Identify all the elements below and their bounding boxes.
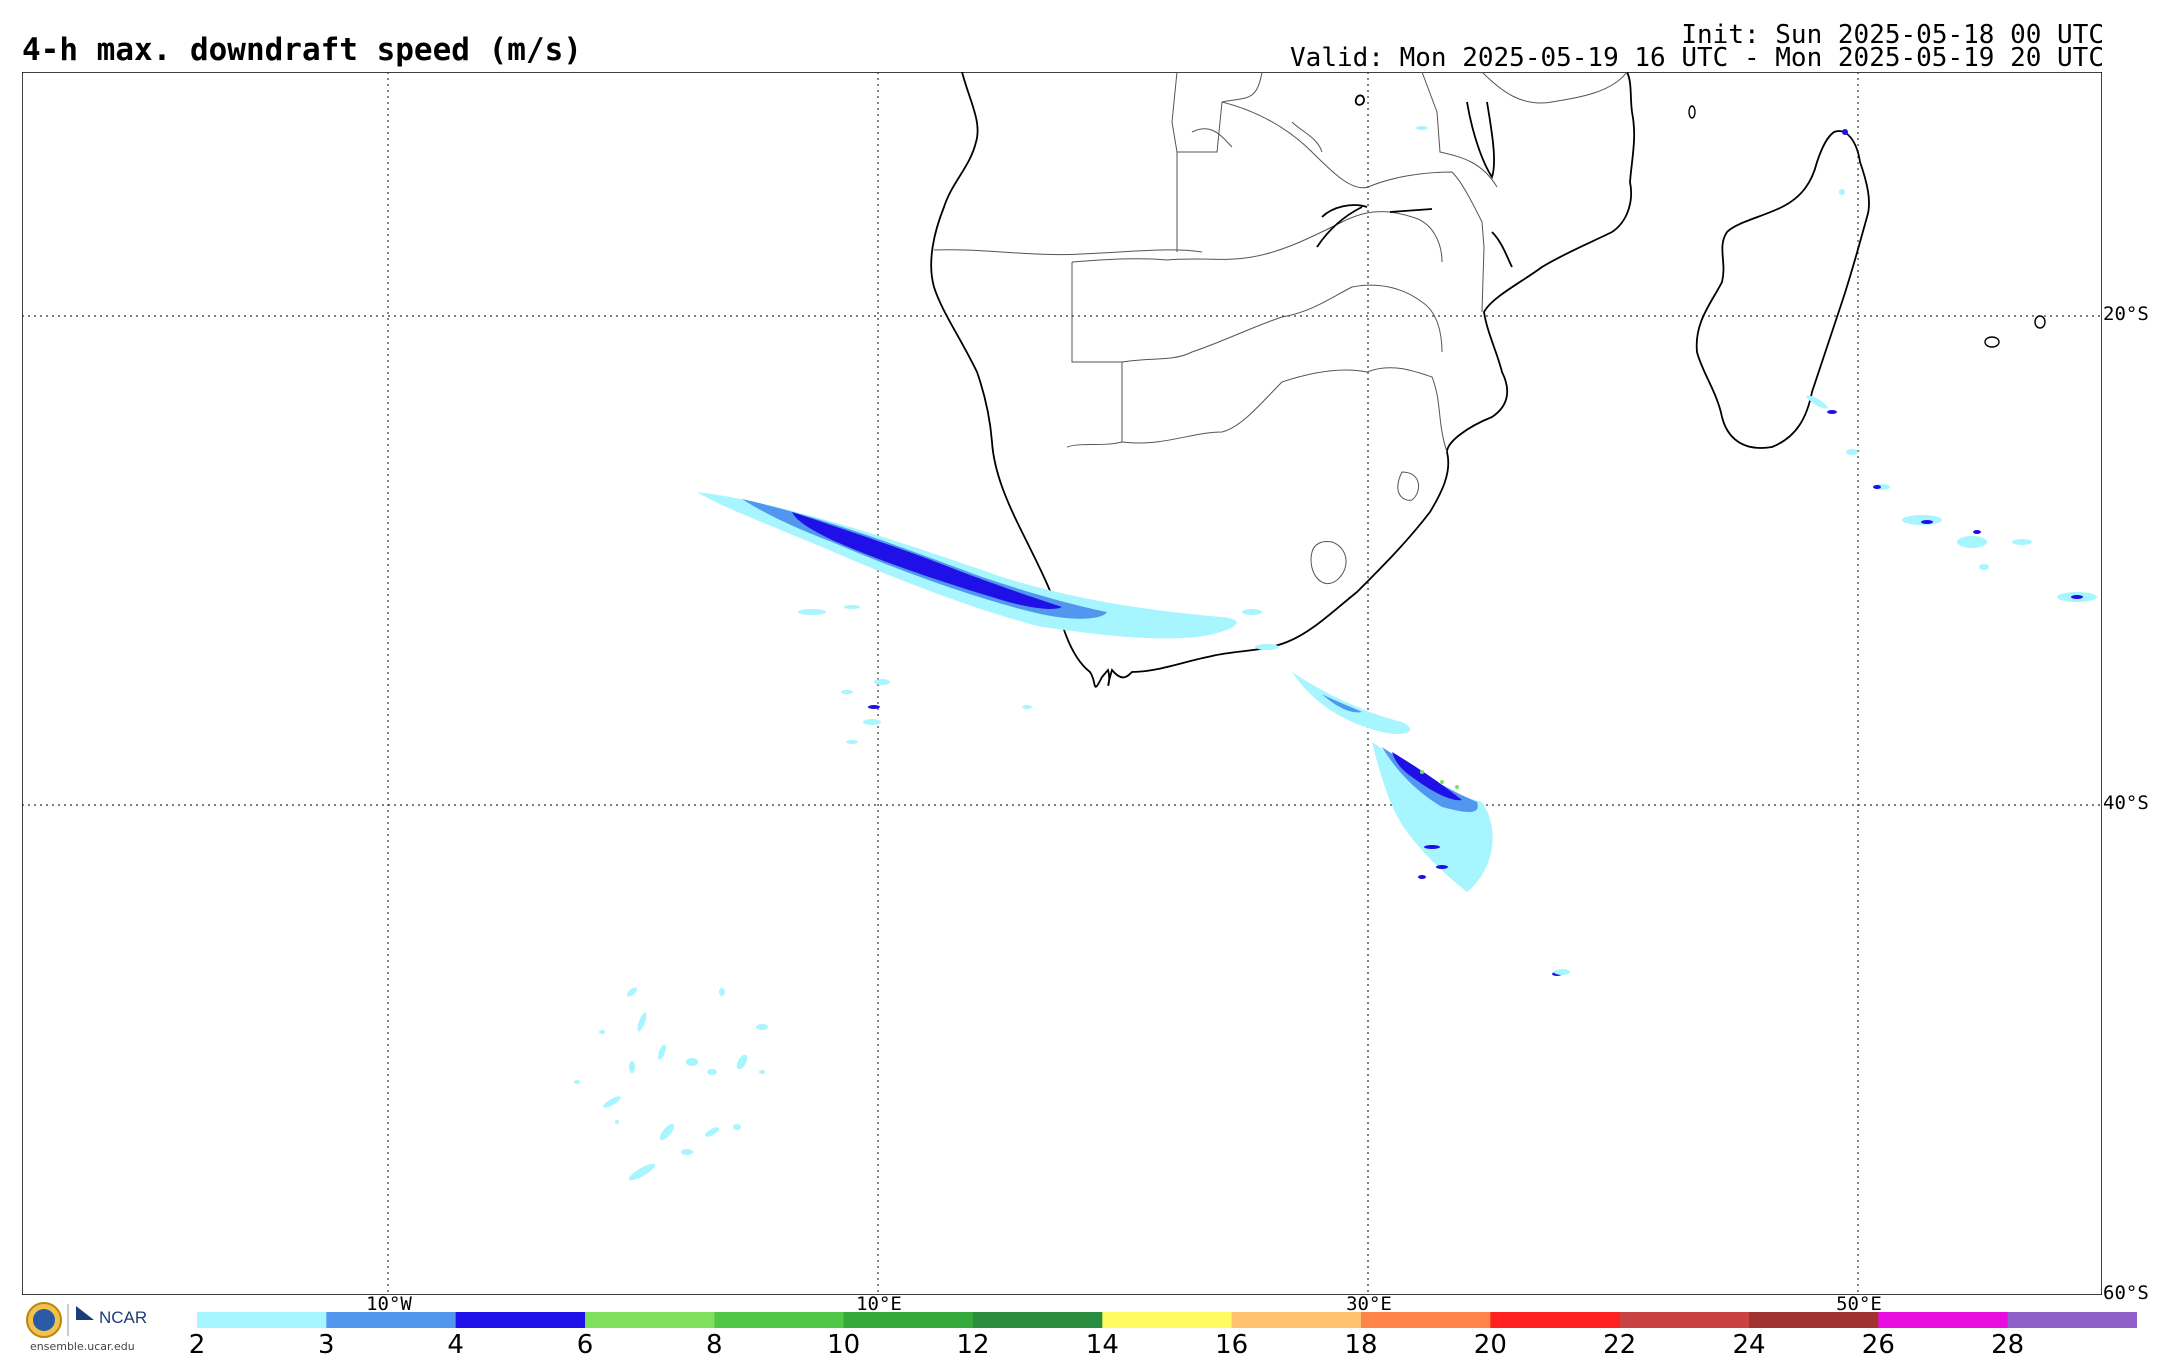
downdraft-band-southeast [1292,672,1570,976]
colorbar-swatch [1878,1312,2009,1328]
lon-label-50e: 50°E [1836,1293,1882,1315]
colorbar-swatch [973,1312,1103,1328]
map-panel[interactable] [22,72,2102,1295]
colorbar-tick-label: 2 [188,1330,206,1360]
colorbar-tick-label: 24 [1732,1330,1766,1360]
colorbar-swatch [1102,1312,1233,1328]
country-borders [933,72,1628,585]
map-title: 4-h max. downdraft speed (m/s) [22,32,582,68]
colorbar-tick-label: 10 [827,1330,861,1360]
colorbar-swatch [585,1312,715,1328]
lon-label-10e: 10°E [856,1293,902,1315]
madagascar [1695,130,1870,449]
downdraft-plume-main [697,492,1279,744]
colorbar-swatch [1749,1312,1879,1328]
valid-time: Valid: Mon 2025-05-19 16 UTC - Mon 2025-… [1290,43,2104,73]
colorbar-tick-label: 20 [1473,1330,1507,1360]
init-time: Init: Sun 2025-05-18 00 UTC [1681,20,2104,50]
colorbar-swatch [455,1312,586,1328]
lat-label-60s: 60°S [2103,1282,2149,1304]
colorbar-swatch [843,1312,974,1328]
colorbar-tick-label: 26 [1861,1330,1895,1360]
colorbar-swatch [197,1312,327,1328]
colorbar-swatch [1231,1312,1362,1328]
colorbar [197,1312,2137,1328]
logo-url: ensemble.ucar.edu [30,1340,135,1353]
colorbar-tick-label: 18 [1344,1330,1378,1360]
colorbar-swatch [1361,1312,1491,1328]
colorbar-tick-label: 8 [706,1330,723,1360]
colorbar-tick-label: 4 [447,1330,464,1360]
colorbar-tick-label: 16 [1215,1330,1249,1360]
downdraft-streaks-east [1416,126,2097,602]
colorbar-tick-label: 3 [318,1330,335,1360]
colorbar-swatch [326,1312,457,1328]
colorbar-tick-label: 22 [1603,1330,1637,1360]
lon-label-30e: 30°E [1346,1293,1392,1315]
colorbar-swatch [2007,1312,2137,1328]
colorbar-tick-label: 28 [1991,1330,2025,1360]
lon-label-10w: 10°W [366,1293,412,1315]
colorbar-swatch [1490,1312,1621,1328]
colorbar-tick-label: 14 [1085,1330,1119,1360]
nsf-logo [26,1302,94,1338]
colorbar-tick-label: 12 [956,1330,990,1360]
lat-label-40s: 40°S [2103,792,2149,814]
downdraft-streaks-southwest [574,987,768,1181]
graticule [22,72,2102,1295]
colorbar-swatch [714,1312,845,1328]
ncar-wordmark: NCAR [99,1308,148,1327]
africa-coastline [930,72,1636,688]
lat-label-20s: 20°S [2103,303,2149,325]
colorbar-tick-label: 6 [576,1330,594,1360]
colorbar-swatch [1619,1312,1750,1328]
